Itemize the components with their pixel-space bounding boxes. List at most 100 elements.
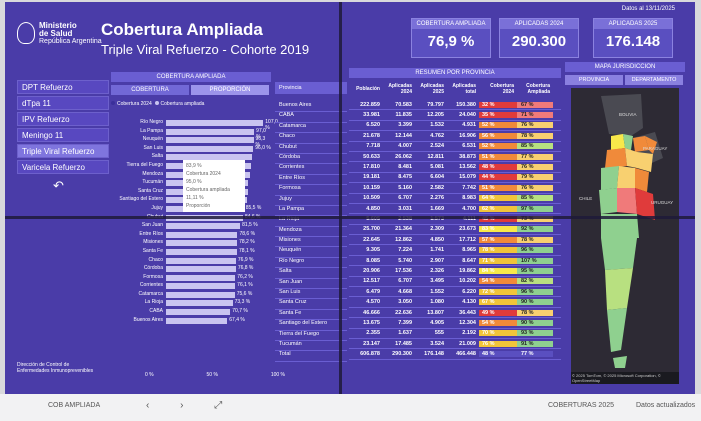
bar-row[interactable]: Corrientes 76,1 %	[111, 282, 271, 291]
province-item[interactable]: Córdoba	[275, 154, 347, 165]
bar-row[interactable]: Córdoba 76,8 %	[111, 265, 271, 274]
table-row[interactable]: 10.509 6.707 2.276 8.983 64 % 85 %	[349, 194, 561, 204]
bar[interactable]	[166, 145, 254, 152]
table-row[interactable]: 19.181 8.475 6.604 15.079 44 % 79 %	[349, 173, 561, 184]
table-row[interactable]: 8.085 5.740 2.907 8.647 71 % 107 %	[349, 256, 561, 267]
province-item[interactable]: Formosa	[275, 185, 347, 196]
province-header[interactable]: Provincia	[275, 82, 347, 94]
province-item[interactable]: Chubut	[275, 144, 347, 154]
bar[interactable]	[166, 291, 235, 298]
province-item[interactable]: Mendoza	[275, 227, 347, 238]
table-row[interactable]: 46.666 22.636 13.807 36.443 49 % 78 %	[349, 308, 561, 319]
table-row[interactable]: 33.981 11.835 12.205 24.040 35 % 71 %	[349, 110, 561, 121]
bar[interactable]	[166, 231, 238, 238]
province-item[interactable]: Santa Fe	[275, 310, 347, 321]
province-item[interactable]: Misiones	[275, 237, 347, 248]
back-arrow-icon[interactable]: ↶	[53, 178, 64, 193]
tab-proporcion[interactable]: PROPORCIÓN	[191, 85, 269, 95]
table-row[interactable]: 17.810 8.481 5.081 13.562 48 % 76 %	[349, 162, 561, 173]
province-item[interactable]: Total	[275, 351, 347, 362]
province-item[interactable]: Catamarca	[275, 123, 347, 134]
bar[interactable]	[166, 309, 231, 316]
table-row[interactable]: 606.878 290.300 176.148 466.448 48 % 77 %	[349, 349, 561, 360]
col-aplicadas-total[interactable]: Aplicadas total	[452, 83, 476, 95]
table-row[interactable]: 25.700 21.364 2.309 23.673 83 % 92 %	[349, 225, 561, 236]
table-row[interactable]: 50.633 26.062 12.811 38.873 51 % 77 %	[349, 152, 561, 163]
bar[interactable]	[166, 274, 236, 281]
table-row[interactable]: 12.517 6.707 3.495 10.202 54 % 82 %	[349, 277, 561, 288]
bar[interactable]	[166, 137, 254, 144]
nav-item-meningo-11[interactable]: Meningo 11	[17, 128, 109, 142]
table-row[interactable]: 13.675 7.399 4.905 12.304 54 % 90 %	[349, 318, 561, 329]
province-item[interactable]: Santiago del Estero	[275, 320, 347, 331]
bar-row[interactable]: Buenos Aires 67,4 %	[111, 317, 271, 326]
bar-row[interactable]: San Juan 81,5 %	[111, 222, 271, 231]
col-cobertura-ampliada[interactable]: Cobertura Ampliada	[526, 83, 550, 95]
province-item[interactable]: Corrientes	[275, 164, 347, 175]
bar-row[interactable]: CABA 70,7 %	[111, 308, 271, 317]
page-nav-icons[interactable]: ‹ › ⤢	[146, 400, 237, 411]
bar[interactable]	[166, 248, 237, 255]
report-name[interactable]: COB AMPLIADA	[48, 402, 101, 409]
bar[interactable]	[166, 317, 228, 324]
province-item[interactable]: Salta	[275, 268, 347, 279]
table-row[interactable]: 20.906 17.536 2.326 19.862 84 % 95 %	[349, 266, 561, 277]
tab-departamento[interactable]: DEPARTAMENTO	[625, 75, 683, 85]
bar-row[interactable]: Chaco 76,9 %	[111, 257, 271, 266]
province-item[interactable]: San Luis	[275, 289, 347, 300]
province-item[interactable]: Santa Cruz	[275, 299, 347, 310]
bar-row[interactable]: Salta	[111, 153, 271, 162]
province-item[interactable]: La Rioja	[275, 216, 347, 227]
col-cobertura-2024[interactable]: Cobertura 2024	[490, 83, 514, 95]
bar-row[interactable]: Formosa 76,2 %	[111, 274, 271, 283]
bar[interactable]	[166, 240, 238, 247]
province-item[interactable]: San Juan	[275, 279, 347, 290]
col-aplicadas-2025[interactable]: Aplicadas 2025	[420, 83, 444, 95]
nav-item-varicela[interactable]: Varicela Refuerzo	[17, 160, 109, 174]
nav-item-dtpa-11[interactable]: dTpa 11	[17, 96, 109, 110]
bar[interactable]	[166, 120, 264, 126]
table-row[interactable]: 22.645 12.862 4.850 17.712 57 % 78 %	[349, 235, 561, 246]
tab-cobertura[interactable]: COBERTURA	[111, 85, 189, 95]
province-item[interactable]: Jujuy	[275, 196, 347, 206]
table-row[interactable]: 6.479 4.668 1.552 6.220 72 % 96 %	[349, 287, 561, 298]
table-row[interactable]: 2.355 1.637 555 2.192 70 % 93 %	[349, 329, 561, 339]
table-row[interactable]: 7.718 4.007 2.524 6.531 52 % 85 %	[349, 142, 561, 152]
province-item[interactable]: CABA	[275, 112, 347, 123]
bar[interactable]	[166, 283, 236, 290]
province-item[interactable]: Buenos Aires	[275, 102, 347, 113]
col-aplicadas-2024[interactable]: Aplicadas 2024	[388, 83, 412, 95]
province-item[interactable]: Río Negro	[275, 258, 347, 269]
bar-row[interactable]: Río Negro 107,0 %	[111, 119, 278, 131]
table-row[interactable]: 23.147 17.485 3.524 21.009 76 % 91 %	[349, 339, 561, 350]
nav-item-triple-viral[interactable]: Triple Viral Refuerzo	[17, 144, 109, 158]
nav-item-dpt-refuerzo[interactable]: DPT Refuerzo	[17, 80, 109, 94]
province-item[interactable]: Tucumán	[275, 341, 347, 352]
bar-row[interactable]: Entre Ríos 78,6 %	[111, 231, 271, 240]
table-row[interactable]: 10.159 5.160 2.582 7.742 51 % 76 %	[349, 183, 561, 194]
table-row[interactable]: 4.570 3.050 1.080 4.130 67 % 90 %	[349, 297, 561, 308]
bar[interactable]	[166, 266, 236, 273]
bar[interactable]	[166, 257, 236, 264]
province-item[interactable]: Entre Ríos	[275, 175, 347, 186]
table-row[interactable]: 4.850 3.031 1.669 4.700 62 % 97 %	[349, 204, 561, 215]
bar-row[interactable]: La Pampa 97,0 %	[111, 128, 271, 140]
bar-row[interactable]: San Luis 96,0 %	[111, 145, 271, 154]
col-poblacion[interactable]: Población	[356, 86, 380, 92]
choropleth-map[interactable]: BOLIVIA PARAGUAY CHILE URUGUAY	[571, 88, 679, 378]
table-row[interactable]: 21.678 12.144 4.762 16.906 56 % 78 %	[349, 131, 561, 142]
bar-row[interactable]: Misiones 78,2 %	[111, 239, 271, 248]
bar[interactable]	[166, 300, 233, 307]
bar[interactable]	[166, 154, 253, 161]
province-item[interactable]: Chaco	[275, 133, 347, 144]
table-row[interactable]: 6.520 3.399 1.532 4.931 52 % 76 %	[349, 121, 561, 132]
table-row[interactable]: 222.859 70.583 79.797 150.380 32 % 67 %	[349, 100, 561, 111]
bar-row[interactable]: Neuquén 96,3 %	[111, 136, 271, 148]
bar[interactable]	[166, 223, 241, 230]
province-item[interactable]: La Pampa	[275, 206, 347, 217]
bar-row[interactable]: La Rioja 73,3 %	[111, 299, 271, 308]
bar[interactable]	[166, 128, 255, 135]
table-row[interactable]: 9.305 7.224 1.741 8.965 78 % 96 %	[349, 245, 561, 256]
bar-row[interactable]: Santa Fe 78,1 %	[111, 248, 271, 257]
province-item[interactable]: Neuquén	[275, 247, 347, 258]
